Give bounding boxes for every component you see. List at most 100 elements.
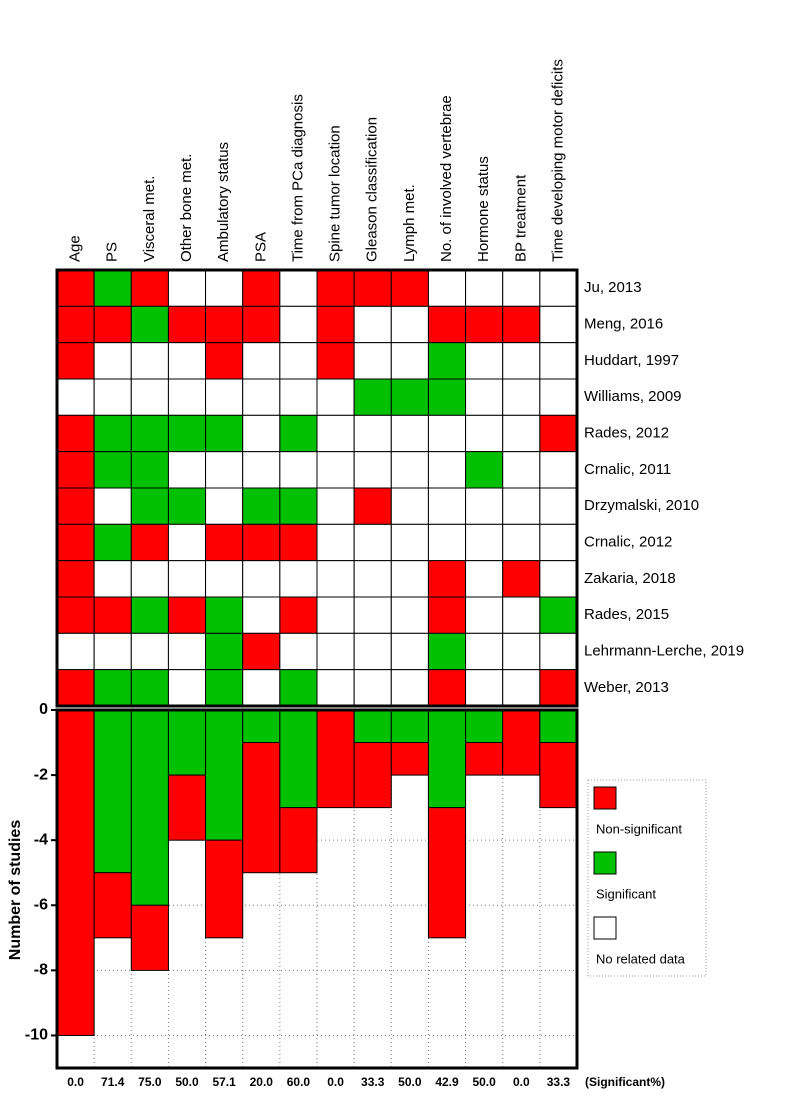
heatmap-cell [205,342,244,380]
heatmap-cell [205,596,244,634]
heatmap-cell [130,560,169,598]
heatmap-cell [353,632,392,671]
heatmap-cell [93,523,132,562]
heatmap-cell [130,342,169,380]
heatmap-cell [167,487,207,525]
heatmap-cell [130,269,169,307]
heatmap-cell [279,342,318,380]
heatmap-cell [56,523,95,562]
heatmap-cell [167,305,207,344]
bar [465,709,504,744]
heatmap-cell [502,632,541,671]
heatmap-cell [353,269,392,307]
bar [205,709,244,841]
heatmap-cell [502,305,541,344]
column-label: No. of involved vertebrae [438,95,455,262]
heatmap-cell [242,596,281,634]
heatmap-cell [390,632,429,671]
heatmap-cell [93,487,132,525]
heatmap-cell [93,669,132,707]
row-label: Zakaria, 2018 [584,570,676,587]
heatmap-cell [167,669,207,707]
heatmap-cell [316,305,355,344]
bar [353,709,392,744]
y-tick-label: 0 [39,701,48,718]
percent-value: 50.0 [472,1075,496,1089]
bar [427,709,467,809]
heatmap-cell [465,523,504,562]
heatmap-cell [465,487,504,525]
bar [353,742,392,809]
row-label: Lehrmann-Lerche, 2019 [584,642,744,659]
column-label: Lymph met. [401,184,418,262]
percent-value: 33.3 [547,1075,571,1089]
heatmap-cell [242,487,281,525]
heatmap-cell [502,378,541,416]
heatmap-cell [427,669,467,707]
heatmap-cell [316,632,355,671]
heatmap-cell [539,560,578,598]
heatmap-cell [93,451,132,489]
row-label: Crnalic, 2012 [584,533,672,550]
row-label: Crnalic, 2011 [584,461,671,478]
row-label: Meng, 2016 [584,315,663,332]
legend-swatch [593,786,617,810]
column-label: Ambulatory status [215,142,232,262]
heatmap-cell [427,269,467,307]
heatmap-cell [56,414,95,453]
heatmap-cell [316,414,355,453]
heatmap-cell [205,451,244,489]
bar [93,709,132,874]
column-label: Age [67,235,84,262]
heatmap-cell [427,378,467,416]
heatmap-cell [390,269,429,307]
heatmap-cell [93,269,132,307]
column-label: Other bone met. [178,154,195,262]
heatmap-cell [353,487,392,525]
heatmap-cell [279,378,318,416]
row-label: Huddart, 1997 [584,352,679,369]
column-label: Hormone status [475,156,492,262]
heatmap-cell [56,342,95,380]
heatmap-cell [316,451,355,489]
heatmap-cell [93,378,132,416]
bar [93,872,132,939]
heatmap-cell [56,305,95,344]
heatmap-cell [465,451,504,489]
heatmap-cell [56,487,95,525]
column-label: BP treatment [512,174,529,262]
heatmap-cell [167,596,207,634]
heatmap-cell [502,451,541,489]
heatmap-cell [56,560,95,598]
heatmap-cell [316,669,355,707]
heatmap-cell [502,669,541,707]
heatmap-cell [205,632,244,671]
heatmap-cell [390,305,429,344]
bar [167,709,207,776]
heatmap-cell [316,560,355,598]
heatmap-cell [539,487,578,525]
heatmap-cell [279,305,318,344]
heatmap-cell [56,596,95,634]
heatmap-cell [242,414,281,453]
heatmap-cell [316,378,355,416]
heatmap-cell [427,414,467,453]
heatmap-cell [427,342,467,380]
heatmap-cell [353,523,392,562]
bar-border [55,708,579,1070]
heatmap-cell [242,632,281,671]
heatmap-cell [242,669,281,707]
row-label: Ju, 2013 [584,279,642,296]
heatmap-cell [130,451,169,489]
heatmap-cell [242,342,281,380]
heatmap-cell [279,596,318,634]
heatmap-cell [427,596,467,634]
percent-value: 0.0 [67,1075,84,1089]
heatmap-cell [205,669,244,707]
heatmap-cell [465,414,504,453]
heatmap-cell [205,487,244,525]
heatmap-cell [93,414,132,453]
heatmap-cell [316,269,355,307]
heatmap-cell [539,596,578,634]
percent-value: 0.0 [513,1075,530,1089]
